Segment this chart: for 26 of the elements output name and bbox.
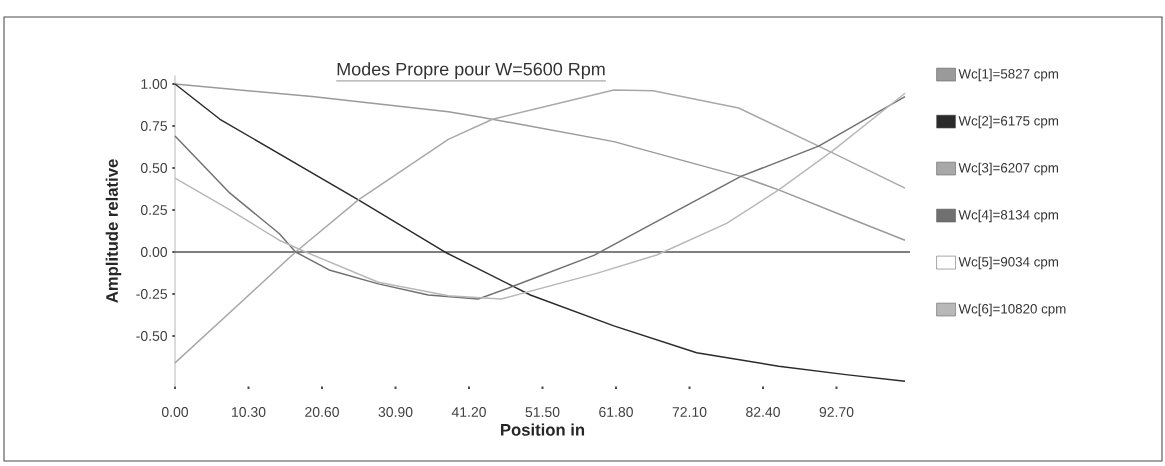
x-tick-label: 0.00 [161, 407, 189, 418]
y-tick-label: -0.25 [136, 289, 168, 299]
legend-label: Wc[4]=8134 cpm [958, 209, 1058, 223]
y-tick-label: 0.75 [140, 121, 168, 131]
legend-label: Wc[6]=10820 cpm [958, 303, 1066, 317]
x-tick-label: 51.50 [525, 407, 560, 418]
y-tick-label: 0.50 [140, 163, 168, 173]
x-tick-label: 20.60 [305, 407, 339, 418]
x-tick-label: 30.90 [378, 407, 413, 418]
y-tick-label: -0.50 [136, 331, 168, 341]
x-tick-label: 61.80 [599, 407, 633, 418]
y-tick-label: 0.25 [140, 205, 168, 215]
x-axis-title: Position in [501, 423, 585, 436]
x-tick-label: 82.40 [746, 407, 780, 418]
chart-title: Modes Propre pour W=5600 Rpm [337, 62, 605, 80]
y-tick-label: 1.00 [141, 79, 168, 89]
x-tick-label: 92.70 [819, 407, 854, 418]
legend-label: Wc[1]=5827 cpm [958, 68, 1058, 82]
x-tick-label: 10.30 [232, 407, 266, 418]
legend-label: Wc[2]=6175 cpm [958, 115, 1058, 129]
y-tick-label: 0.00 [140, 247, 168, 257]
y-axis-title: Amplitude relative [105, 159, 122, 303]
x-tick-label: 41.20 [451, 407, 486, 418]
x-tick-label: 72.10 [672, 407, 707, 418]
legend-label: Wc[5]=9034 cpm [958, 256, 1058, 270]
legend-label: Wc[3]=6207 cpm [958, 162, 1058, 176]
